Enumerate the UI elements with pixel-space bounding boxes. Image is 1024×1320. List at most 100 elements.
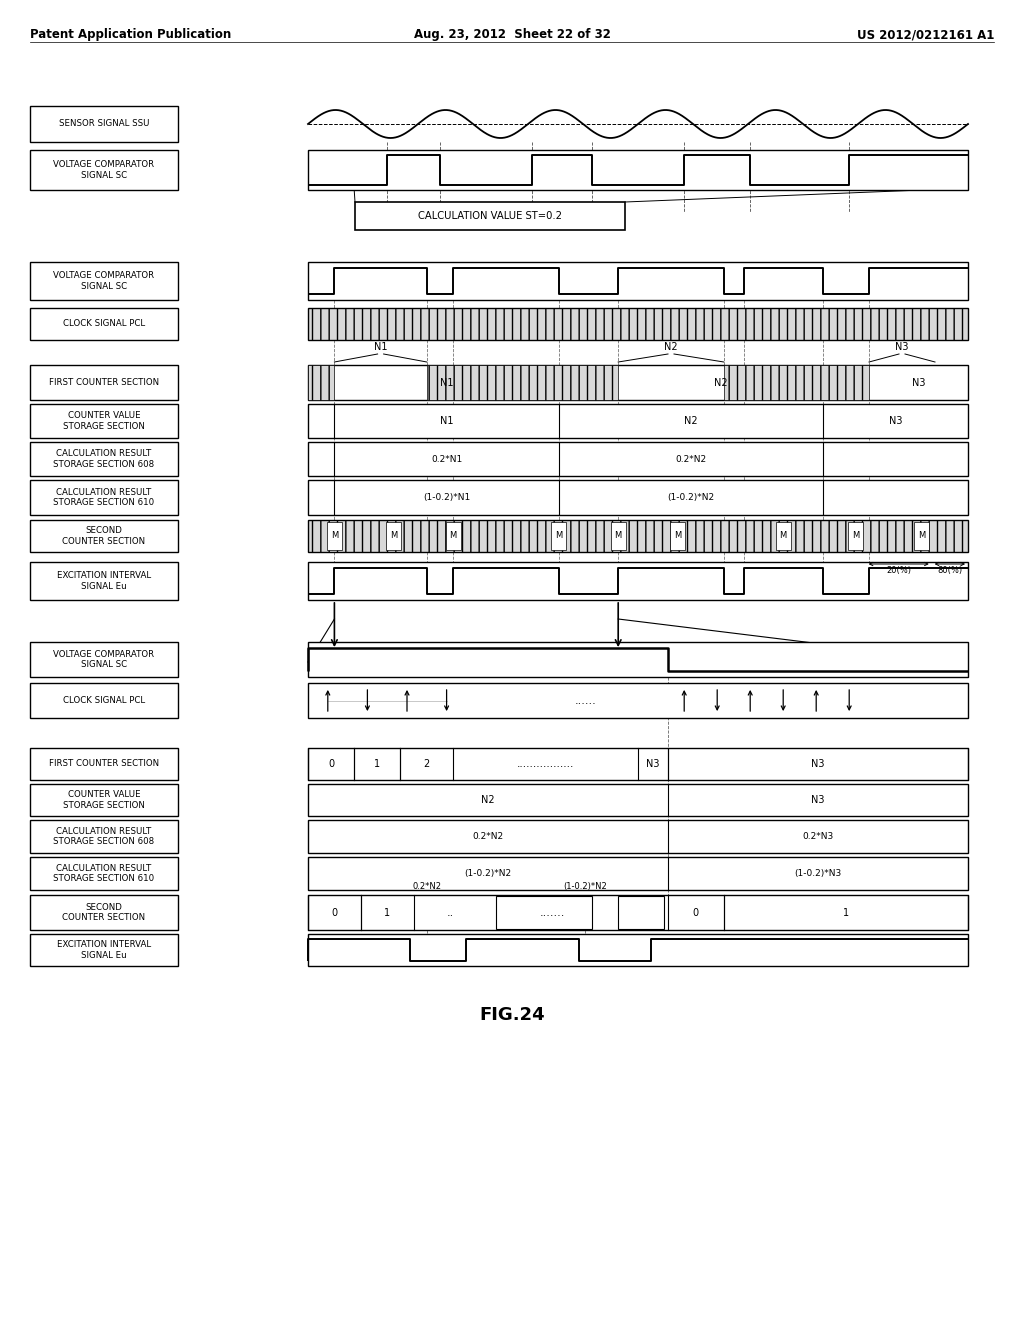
Bar [30, 895, 178, 931]
Bar [30, 642, 178, 677]
Text: 1: 1 [843, 908, 849, 917]
Text: EXCITATION INTERVAL
SIGNAL Eu: EXCITATION INTERVAL SIGNAL Eu [57, 572, 152, 591]
Bar [30, 820, 178, 853]
Bar [308, 366, 335, 400]
Bar [30, 682, 178, 718]
Bar [355, 202, 625, 230]
Bar [308, 442, 968, 477]
Text: CLOCK SIGNAL PCL: CLOCK SIGNAL PCL [62, 319, 145, 329]
Text: M: M [852, 532, 859, 540]
Bar [308, 150, 968, 190]
Text: M: M [674, 532, 681, 540]
Text: US 2012/0212161 A1: US 2012/0212161 A1 [857, 28, 994, 41]
Text: 20(%): 20(%) [886, 566, 911, 576]
Text: N3: N3 [811, 759, 824, 770]
Text: COUNTER VALUE
STORAGE SECTION: COUNTER VALUE STORAGE SECTION [63, 791, 145, 809]
Bar [327, 521, 342, 550]
Text: (1-0.2)*N2: (1-0.2)*N2 [563, 882, 607, 891]
Bar [308, 308, 968, 341]
Text: (1-0.2)*N1: (1-0.2)*N1 [423, 492, 470, 502]
Text: .......: ....... [540, 908, 565, 917]
Bar [776, 521, 791, 550]
Text: CALCULATION RESULT
STORAGE SECTION 608: CALCULATION RESULT STORAGE SECTION 608 [53, 826, 155, 846]
Text: SECOND
COUNTER SECTION: SECOND COUNTER SECTION [62, 527, 145, 545]
Text: M: M [919, 532, 926, 540]
Text: (1-0.2)*N2: (1-0.2)*N2 [464, 869, 511, 878]
Bar [427, 366, 618, 400]
Text: N3: N3 [889, 416, 902, 426]
Bar [308, 261, 968, 300]
Bar [618, 896, 665, 929]
Text: 1: 1 [384, 908, 390, 917]
Text: N1: N1 [374, 342, 387, 352]
Bar [308, 895, 968, 931]
Text: N3: N3 [646, 759, 659, 770]
Bar [30, 857, 178, 890]
Bar [308, 404, 968, 438]
Text: CALCULATION RESULT
STORAGE SECTION 608: CALCULATION RESULT STORAGE SECTION 608 [53, 449, 155, 469]
Text: N1: N1 [440, 378, 454, 388]
Text: ......: ...... [574, 696, 596, 705]
Bar [30, 261, 178, 300]
Text: Patent Application Publication: Patent Application Publication [30, 28, 231, 41]
Text: N2: N2 [481, 795, 495, 805]
Text: VOLTAGE COMPARATOR
SIGNAL SC: VOLTAGE COMPARATOR SIGNAL SC [53, 272, 155, 290]
Bar [496, 896, 592, 929]
Bar [308, 820, 968, 853]
Bar [30, 442, 178, 477]
Bar [914, 521, 930, 550]
Text: .................: ................. [517, 759, 574, 770]
Bar [308, 935, 968, 966]
Text: N2: N2 [665, 342, 678, 352]
Text: VOLTAGE COMPARATOR
SIGNAL SC: VOLTAGE COMPARATOR SIGNAL SC [53, 649, 155, 669]
Bar [30, 404, 178, 438]
Bar [30, 366, 178, 400]
Bar [670, 521, 685, 550]
Text: N3: N3 [895, 342, 908, 352]
Bar [30, 480, 178, 515]
Bar [308, 480, 968, 515]
Bar [308, 784, 968, 816]
Text: FIRST COUNTER SECTION: FIRST COUNTER SECTION [49, 378, 159, 387]
Bar [30, 520, 178, 552]
Text: 80(%): 80(%) [937, 566, 963, 576]
Bar [30, 748, 178, 780]
Bar [308, 748, 968, 780]
Bar [30, 935, 178, 966]
Text: CLOCK SIGNAL PCL: CLOCK SIGNAL PCL [62, 696, 145, 705]
Text: CALCULATION VALUE ST=0.2: CALCULATION VALUE ST=0.2 [418, 211, 562, 220]
Bar [610, 521, 626, 550]
Text: ..: .. [446, 908, 454, 917]
Text: FIRST COUNTER SECTION: FIRST COUNTER SECTION [49, 759, 159, 768]
Text: N3: N3 [911, 378, 926, 388]
Text: M: M [450, 532, 457, 540]
Text: 0.2*N2: 0.2*N2 [675, 454, 707, 463]
Text: 0: 0 [692, 908, 698, 917]
Text: FIG.24: FIG.24 [479, 1006, 545, 1024]
Text: 2: 2 [424, 759, 430, 770]
Bar [386, 521, 401, 550]
Bar [308, 857, 968, 890]
Bar [30, 784, 178, 816]
Text: 0.2*N1: 0.2*N1 [431, 454, 462, 463]
Bar [30, 150, 178, 190]
Text: Aug. 23, 2012  Sheet 22 of 32: Aug. 23, 2012 Sheet 22 of 32 [414, 28, 610, 41]
Bar [308, 642, 968, 677]
Text: SECOND
COUNTER SECTION: SECOND COUNTER SECTION [62, 903, 145, 923]
Bar [308, 520, 968, 552]
Bar [848, 521, 863, 550]
Bar [30, 562, 178, 601]
Text: CALCULATION RESULT
STORAGE SECTION 610: CALCULATION RESULT STORAGE SECTION 610 [53, 488, 155, 507]
Text: M: M [390, 532, 397, 540]
Text: (1-0.2)*N3: (1-0.2)*N3 [795, 869, 842, 878]
Text: SENSOR SIGNAL SSU: SENSOR SIGNAL SSU [58, 120, 150, 128]
Bar [30, 308, 178, 341]
Text: M: M [779, 532, 786, 540]
Text: N2: N2 [684, 416, 697, 426]
Text: N3: N3 [811, 795, 824, 805]
Text: N1: N1 [440, 416, 454, 426]
Text: 0.2*N2: 0.2*N2 [472, 832, 504, 841]
Bar [308, 682, 968, 718]
Text: CALCULATION RESULT
STORAGE SECTION 610: CALCULATION RESULT STORAGE SECTION 610 [53, 863, 155, 883]
Bar [724, 366, 869, 400]
